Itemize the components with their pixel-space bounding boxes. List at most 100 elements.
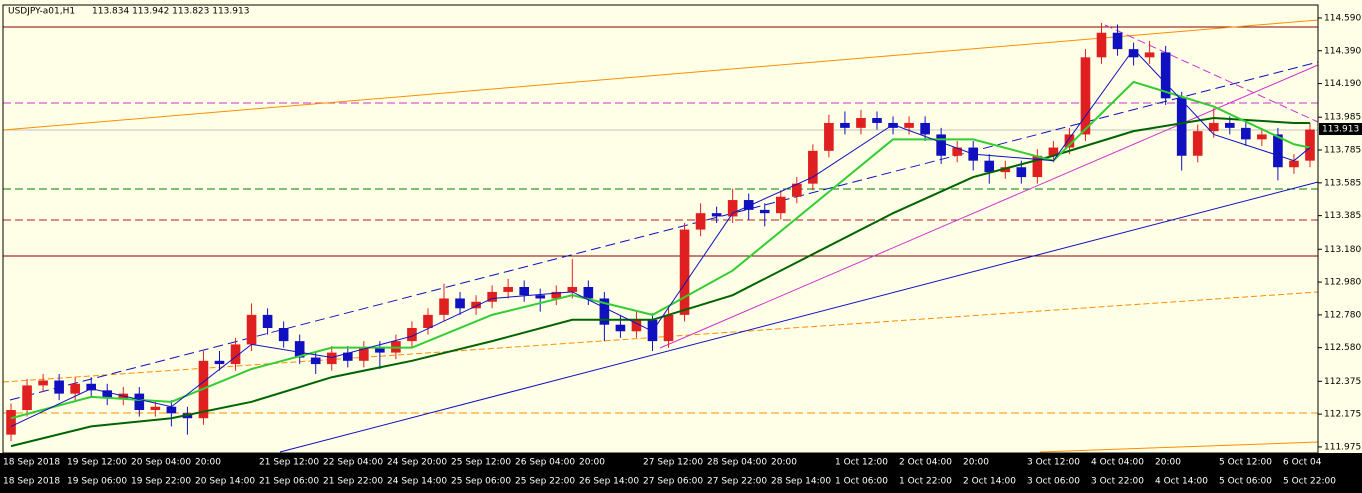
last-price-label: 113.913	[1322, 125, 1359, 135]
x-tick-label: 3 Oct 12:00	[1027, 458, 1080, 468]
ohlc-text: 113.834 113.942 113.823 113.913	[92, 7, 249, 17]
candle-body	[1016, 167, 1027, 178]
last-price-box	[1319, 123, 1362, 136]
x-tick-label: 24 Sep 20:00	[387, 458, 447, 468]
x-tick-label: 21 Sep 12:00	[259, 458, 319, 468]
x-tick-label: 21 Sep 22:00	[323, 477, 383, 487]
candle-body	[1241, 127, 1251, 140]
candle-body	[1064, 134, 1075, 148]
x-tick-label: 20:00	[771, 458, 797, 468]
x-tick-label: 5 Oct 22:00	[1283, 477, 1336, 487]
candle-body	[102, 390, 113, 399]
y-tick-label: 112.980	[1324, 278, 1361, 288]
candle-body	[70, 383, 80, 394]
candle-body	[503, 286, 513, 292]
trend-line	[279, 181, 1319, 453]
candle-body	[1144, 52, 1155, 58]
chart-title: USDJPY-a01,H1	[8, 7, 75, 17]
x-tick-label: 20:00	[1155, 458, 1181, 468]
x-tick-label: 20:00	[963, 458, 989, 468]
candle-body	[1128, 49, 1139, 58]
y-tick-label: 111.975	[1324, 442, 1361, 452]
candle-body	[134, 393, 145, 411]
x-tick-label: 18 Sep 2018	[3, 458, 60, 468]
x-tick-label: 28 Sep 14:00	[771, 477, 831, 487]
candle-body	[808, 150, 818, 184]
candle-body	[1273, 134, 1283, 168]
candle-body	[423, 314, 433, 328]
candle-body	[904, 122, 914, 128]
x-tick-label: 5 Oct 12:00	[1219, 458, 1272, 468]
x-tick-label: 18 Sep 2018	[3, 477, 60, 487]
x-tick-label: 20:00	[579, 458, 605, 468]
x-tick-label: 25 Sep 12:00	[451, 458, 511, 468]
x-tick-label: 4 Oct 14:00	[1155, 477, 1208, 487]
y-tick-label: 113.985	[1324, 113, 1361, 123]
moving-average	[10, 117, 1310, 448]
candle-body	[166, 406, 177, 414]
x-tick-label: 25 Sep 22:00	[515, 477, 575, 487]
candle-body	[1160, 52, 1171, 99]
x-tick-label: 2 Oct 14:00	[963, 477, 1016, 487]
candle-body	[439, 298, 449, 315]
y-tick-label: 113.785	[1324, 146, 1361, 156]
x-tick-label: 1 Oct 12:00	[835, 458, 888, 468]
y-tick-label: 114.390	[1324, 46, 1361, 56]
candle-body	[455, 298, 465, 309]
trend-line	[1039, 441, 1319, 453]
x-tick-label: 19 Sep 06:00	[67, 477, 127, 487]
candle-body	[631, 319, 642, 332]
candle-body	[1112, 32, 1123, 50]
y-tick-label: 113.180	[1324, 245, 1361, 255]
candle-body	[615, 324, 626, 332]
candle-body	[952, 147, 962, 156]
candle-body	[1176, 98, 1187, 156]
y-tick-label: 113.385	[1324, 211, 1361, 221]
candle-body	[1000, 167, 1011, 173]
y-tick-label: 113.585	[1324, 178, 1361, 188]
trend-line	[9, 61, 1319, 401]
candle-body	[840, 122, 850, 128]
x-tick-label: 20 Sep 14:00	[195, 477, 255, 487]
candle-body	[583, 286, 594, 299]
candle-body	[22, 385, 32, 411]
x-tick-label: 1 Oct 22:00	[899, 477, 952, 487]
trend-line	[1104, 24, 1319, 123]
candle-body	[407, 327, 417, 342]
time-axis-band	[0, 453, 1362, 493]
x-tick-label: 28 Sep 04:00	[707, 458, 767, 468]
x-tick-label: 22 Sep 04:00	[323, 458, 383, 468]
x-tick-label: 25 Sep 06:00	[451, 477, 511, 487]
candle-body	[359, 347, 369, 361]
x-tick-label: 26 Sep 04:00	[515, 458, 575, 468]
candle-body	[888, 122, 898, 128]
x-tick-label: 26 Sep 14:00	[579, 477, 639, 487]
y-tick-label: 114.590	[1324, 13, 1361, 23]
candle-body	[535, 295, 546, 299]
candle-body	[1257, 134, 1267, 140]
x-tick-label: 21 Sep 06:00	[259, 477, 319, 487]
candle-body	[150, 406, 161, 411]
x-tick-label: 19 Sep 12:00	[67, 458, 127, 468]
candle-body	[695, 213, 706, 230]
candle-body	[1032, 155, 1043, 178]
candle-body	[936, 134, 946, 156]
candle-body	[6, 410, 16, 435]
candle-body	[1096, 32, 1107, 58]
trend-line	[659, 64, 1319, 349]
candle-body	[920, 122, 930, 135]
candle-body	[599, 298, 610, 325]
candle-body	[262, 314, 273, 328]
candle-body	[278, 327, 289, 342]
candle-body	[86, 383, 97, 391]
plot-frame	[2, 4, 1319, 454]
candle-body	[1224, 122, 1235, 128]
candle-body	[214, 360, 225, 365]
candle-body	[824, 122, 834, 151]
candle-body	[984, 160, 995, 173]
candle-body	[1080, 57, 1091, 135]
candle-body	[38, 380, 48, 386]
x-tick-label: 20 Sep 04:00	[131, 458, 191, 468]
candle-body	[1208, 122, 1219, 132]
